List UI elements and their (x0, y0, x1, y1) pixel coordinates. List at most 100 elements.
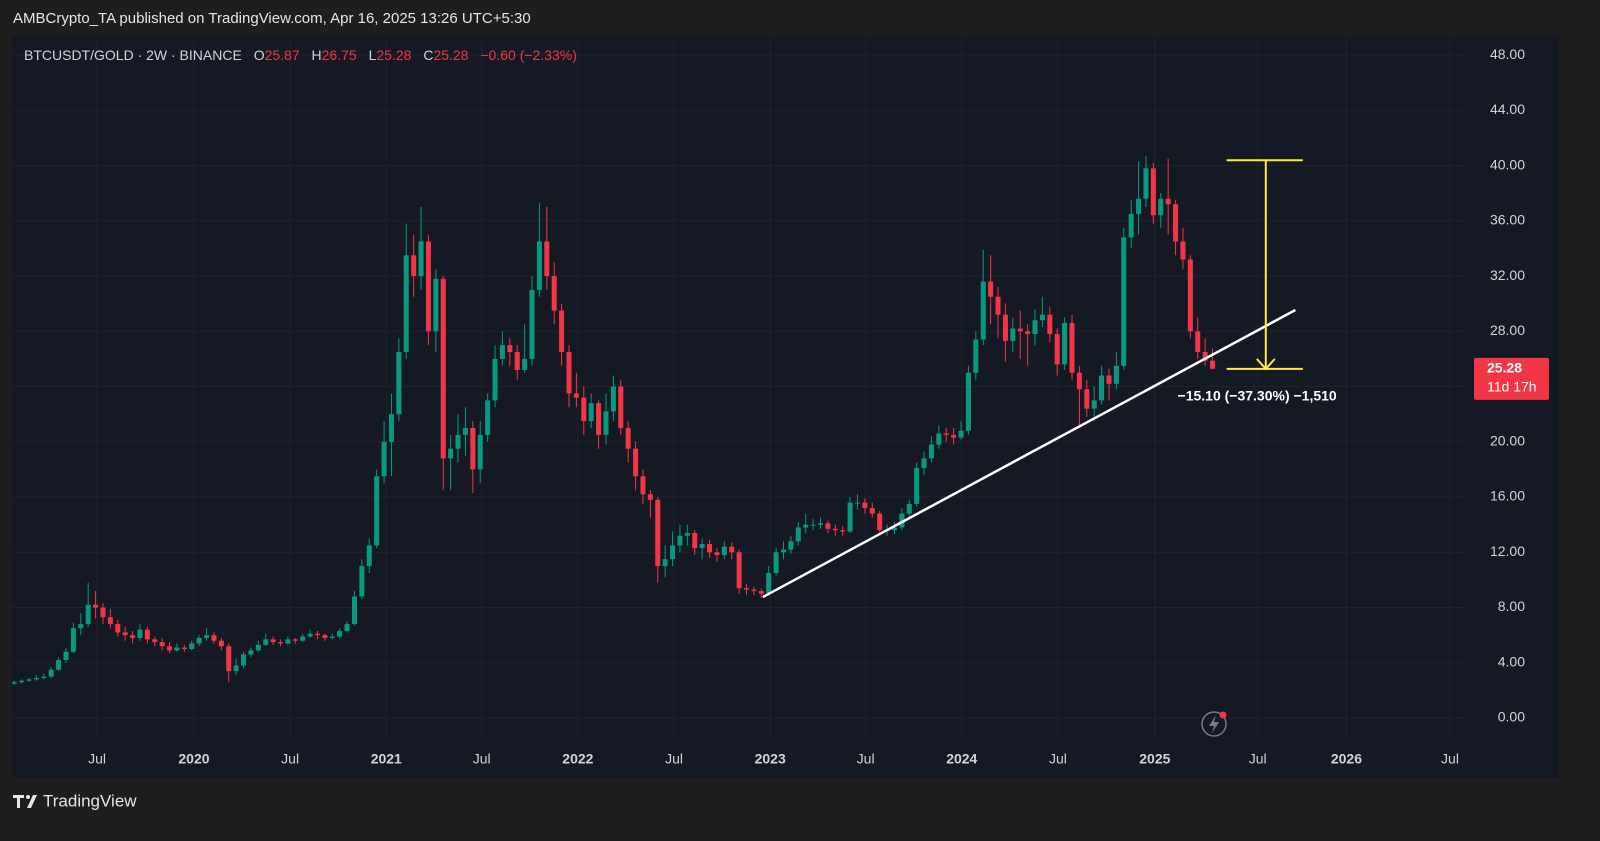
candle-body (618, 386, 624, 428)
x-tick-label: Jul (88, 751, 106, 767)
price-tag (1474, 357, 1549, 400)
candle-body (1121, 237, 1127, 366)
candle-body (93, 604, 99, 608)
candle-body (440, 278, 446, 459)
candle-body (218, 640, 224, 647)
candle-body (26, 679, 32, 681)
candle-body (522, 358, 528, 370)
x-tick-label: 2026 (1331, 751, 1362, 767)
candle-body (692, 532, 698, 549)
candle-body (248, 650, 254, 655)
candle-body (906, 503, 912, 514)
candle-body (751, 589, 757, 591)
candle-body (729, 546, 735, 553)
candle-body (241, 654, 247, 666)
candle-body (744, 588, 750, 590)
ohlc-label: C (423, 47, 433, 63)
candle-body (1136, 198, 1142, 214)
x-tick-label: 2020 (178, 751, 209, 767)
candle-body (63, 651, 69, 661)
candle-body (840, 530, 846, 532)
candle-body (1165, 198, 1171, 205)
chart-panel (12, 36, 1559, 778)
y-tick-label: 4.00 (1498, 653, 1525, 669)
candle-body (381, 441, 387, 477)
candle-body (640, 476, 646, 495)
y-tick-label: 40.00 (1490, 156, 1525, 172)
candle-body (810, 524, 816, 526)
candle-body (1202, 352, 1208, 361)
candle-body (1210, 360, 1216, 369)
candle-body (825, 523, 831, 529)
y-tick-label: 20.00 (1490, 433, 1525, 449)
candle-body (596, 403, 602, 435)
candle-body (433, 278, 439, 332)
candle-body (359, 566, 365, 597)
candle-body (1054, 334, 1060, 365)
candle-body (1084, 389, 1090, 409)
x-tick-label: Jul (281, 751, 299, 767)
candle-body (951, 434, 957, 438)
ohlc-value: 25.28 (376, 47, 411, 63)
candle-body (847, 502, 853, 532)
candle-body (507, 345, 513, 353)
candle-body (255, 644, 261, 651)
candle-body (928, 444, 934, 459)
candle-body (263, 639, 269, 645)
candle-body (1091, 400, 1097, 409)
candle-body (189, 643, 195, 649)
candle-body (137, 629, 143, 638)
ohlc-label: H (312, 47, 322, 63)
candle-body (337, 631, 343, 637)
y-tick-label: 12.00 (1490, 543, 1525, 559)
candle-body (707, 544, 713, 553)
y-tick-label: 36.00 (1490, 212, 1525, 228)
candle-body (477, 434, 483, 470)
candle-body (1047, 314, 1053, 335)
candle-body (1076, 372, 1082, 390)
candle-body (514, 352, 520, 370)
candle-body (470, 427, 476, 470)
candle-body (167, 646, 173, 651)
x-tick-label: 2025 (1139, 751, 1170, 767)
candle-body (1113, 365, 1119, 384)
candle-body (529, 289, 535, 359)
candle-body (773, 552, 779, 574)
candle-body (1010, 328, 1016, 341)
candle-body (285, 639, 291, 644)
ohlc-value: 25.87 (265, 47, 300, 63)
candle-body (988, 281, 994, 297)
candle-body (662, 559, 668, 567)
x-tick-label: Jul (1049, 751, 1067, 767)
candle-body (499, 345, 505, 359)
candle-body (130, 635, 136, 638)
candle-body (1032, 320, 1038, 335)
candle-body (455, 434, 461, 449)
candle-body (425, 241, 431, 332)
candle-body (670, 545, 676, 560)
candle-body (795, 527, 801, 542)
x-tick-label: 2022 (562, 751, 593, 767)
candle-body (85, 604, 91, 625)
candle-body (1069, 323, 1075, 373)
price-tag-value: 25.28 (1487, 360, 1522, 376)
candle-body (780, 549, 787, 553)
candle-body (181, 647, 187, 649)
candle-body (396, 352, 402, 415)
candle-body (12, 682, 17, 684)
candle-body (19, 680, 25, 683)
candle-body (351, 596, 357, 625)
candle-body (1099, 375, 1105, 401)
trendline (762, 308, 1296, 599)
candle-body (832, 528, 838, 531)
candle-body (869, 508, 875, 514)
candle-body (936, 433, 942, 445)
candle-body (1158, 198, 1164, 216)
candle-body (1180, 241, 1186, 260)
candle-body (107, 617, 113, 625)
candle-body (48, 669, 54, 677)
candle-body (766, 573, 772, 594)
candle-body (277, 642, 284, 644)
candle-body (211, 635, 217, 641)
x-tick-label: 2024 (946, 751, 977, 767)
